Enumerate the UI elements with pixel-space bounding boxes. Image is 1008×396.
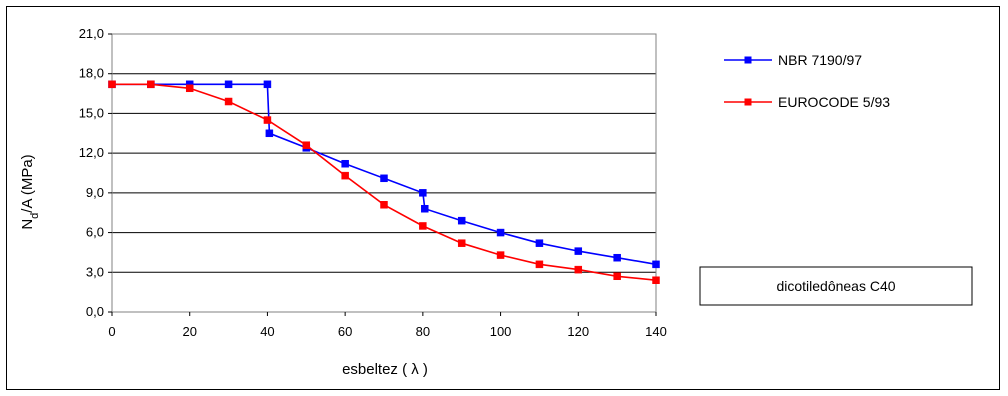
data-point <box>613 253 621 262</box>
x-tick-label: 60 <box>338 324 352 339</box>
y-tick-label: 9,0 <box>86 185 104 200</box>
series-line <box>112 83 657 266</box>
y-axis-label: Nd/A (MPa) <box>19 154 41 229</box>
y-tick-label: 15,0 <box>79 105 104 120</box>
x-tick-label: 100 <box>490 324 512 339</box>
legend-label: NBR 7190/97 <box>778 52 862 68</box>
data-point <box>574 265 583 274</box>
series-group <box>108 80 660 284</box>
x-axis-label: esbeltez ( λ ) <box>342 361 428 378</box>
data-point <box>224 80 233 89</box>
y-tick-label: 21,0 <box>79 26 104 41</box>
y-tick-label: 3,0 <box>86 264 104 279</box>
y-tick-label: 12,0 <box>79 145 104 160</box>
y-tick-label: 18,0 <box>79 66 104 81</box>
data-point <box>263 80 272 89</box>
x-tick-label: 40 <box>260 324 274 339</box>
legend-marker <box>744 56 752 64</box>
legend: NBR 7190/97 EUROCODE 5/93 <box>724 52 890 110</box>
plot-area <box>111 33 657 313</box>
data-point <box>535 260 544 269</box>
x-axis: 0 20 40 60 80 100 120 140 <box>108 312 667 339</box>
data-point <box>613 272 621 281</box>
x-tick-label: 0 <box>108 324 115 339</box>
data-point <box>421 204 429 213</box>
annotation-text: dicotiledôneas C40 <box>776 278 895 294</box>
data-point <box>263 116 272 124</box>
legend-label: EUROCODE 5/93 <box>778 94 890 110</box>
data-point <box>147 80 155 89</box>
data-point <box>419 189 427 197</box>
data-point <box>108 80 116 89</box>
data-point <box>652 260 660 269</box>
data-point <box>185 84 194 93</box>
chart-frame <box>6 6 1000 390</box>
x-tick-label: 80 <box>416 324 430 339</box>
data-point <box>496 251 505 259</box>
grid-lines <box>112 33 656 313</box>
series-2 <box>108 80 660 284</box>
y-axis: 0,0 3,0 6,0 9,0 12,0 15,0 18,0 21,0 <box>79 26 112 319</box>
data-point <box>265 129 274 138</box>
data-point <box>574 247 583 255</box>
y-tick-label: 0,0 <box>86 304 104 319</box>
data-point <box>302 141 311 149</box>
x-tick-label: 120 <box>567 324 589 339</box>
data-point <box>341 171 349 180</box>
data-point <box>457 239 466 247</box>
data-point <box>380 201 388 209</box>
legend-item: NBR 7190/97 <box>724 52 862 68</box>
data-point <box>224 97 233 106</box>
data-point <box>535 239 544 247</box>
data-point <box>652 276 660 284</box>
data-point <box>496 228 505 237</box>
annotation-box <box>699 266 973 306</box>
data-point <box>419 222 427 230</box>
legend-item: EUROCODE 5/93 <box>724 94 890 110</box>
series-1 <box>108 80 660 269</box>
data-point <box>380 174 388 183</box>
legend-marker <box>744 98 752 106</box>
x-tick-label: 140 <box>645 324 667 339</box>
x-tick-label: 20 <box>182 324 196 339</box>
data-point <box>341 159 349 168</box>
y-tick-label: 6,0 <box>86 225 104 240</box>
data-point <box>457 216 466 225</box>
